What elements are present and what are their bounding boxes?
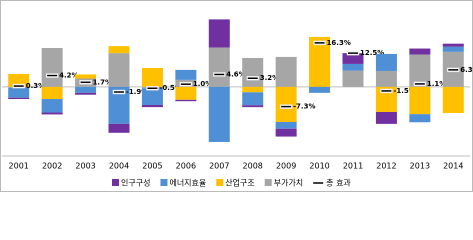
bar-segment (175, 86, 197, 100)
total-label: 1.1% (427, 80, 446, 88)
bar-segment (208, 19, 230, 48)
frame (0, 0, 473, 192)
legend-swatch (264, 179, 272, 186)
x-tick-label: 2004 (109, 162, 129, 171)
bar-segment (141, 88, 163, 105)
total-label: 4.2% (59, 72, 78, 80)
bar-segment (108, 46, 130, 54)
legend-label: 부가가치 (274, 179, 303, 188)
x-tick-label: 2008 (243, 162, 263, 171)
bar-segment (409, 48, 431, 55)
legend-label: 산업구조 (225, 178, 254, 188)
bar-segment (108, 123, 130, 133)
total-label: 0.3% (26, 82, 45, 90)
bar-segment (175, 69, 197, 80)
total-label: 1.7% (93, 78, 112, 86)
bar-segment (75, 74, 97, 79)
legend-label: 총 효과 (326, 179, 351, 188)
x-tick-label: 2005 (142, 162, 162, 171)
bar-segment (409, 54, 431, 87)
bar-segment (208, 86, 230, 142)
bar-segment (141, 104, 163, 108)
legend-swatch (160, 179, 168, 186)
bar-segment (409, 114, 431, 123)
bar-segment (8, 87, 30, 98)
bar-segment (41, 112, 63, 115)
legend-label: 인구구성 (121, 178, 150, 188)
bar-segment (75, 86, 97, 93)
bar-segment (342, 70, 364, 87)
bar-segment (442, 43, 464, 47)
bar-segment (409, 86, 431, 115)
total-label: 6.3% (460, 66, 473, 74)
bar-segment (309, 36, 331, 87)
x-tick-label: 2007 (209, 162, 229, 171)
bar-segment (141, 67, 163, 87)
total-label: 16.3% (327, 39, 351, 47)
bar-segment (175, 99, 197, 102)
chart: 0.3% 2001 4.2% 2002 1.7% 2003 -1.9% 2004 -0.5% 20… (0, 0, 473, 192)
bar-segment (41, 99, 63, 113)
total-label: -1.5% (393, 87, 415, 95)
bar-segment (442, 86, 464, 114)
x-tick-label: 2013 (410, 162, 430, 171)
total-label: -1.9% (126, 88, 148, 96)
x-tick-label: 2006 (176, 162, 196, 171)
bar-segment (275, 56, 297, 87)
x-tick-label: 2001 (9, 162, 29, 171)
total-label: 1.0% (193, 80, 212, 88)
legend-swatch (112, 179, 119, 186)
bar-segment (375, 70, 397, 87)
total-label: 4.6% (226, 70, 245, 78)
x-tick-label: 2011 (343, 162, 363, 171)
bar-segment (275, 121, 297, 129)
x-tick-label: 2002 (42, 162, 62, 171)
x-tick-label: 2014 (443, 162, 463, 171)
bar-segment (242, 86, 264, 93)
bar-segment (442, 46, 464, 52)
legend-swatch (216, 179, 224, 186)
bar-segment (242, 92, 264, 106)
bar-segment (375, 111, 397, 124)
bar-segment (8, 73, 30, 87)
x-tick-label: 2010 (309, 162, 329, 171)
bar-segment (108, 53, 130, 87)
x-tick-label: 2009 (276, 162, 296, 171)
x-tick-label: 2003 (75, 162, 95, 171)
bar-segment (242, 57, 264, 87)
total-label: 3.2% (260, 74, 279, 82)
bar-segment (41, 86, 63, 100)
bar-segment (41, 48, 63, 87)
x-tick-label: 2012 (376, 162, 396, 171)
bar-segment (75, 92, 97, 95)
total-label: -7.3% (293, 103, 315, 111)
bar-segment (242, 105, 264, 108)
legend-label: 에너지효율 (169, 178, 206, 188)
total-label: 12.5% (360, 49, 384, 57)
bar-segment (275, 128, 297, 137)
bar-segment (108, 86, 130, 124)
bar-segment (8, 97, 30, 100)
bar-segment (342, 63, 364, 71)
bar-segment (342, 53, 364, 64)
bar-segment (375, 53, 397, 71)
bar-segment (309, 86, 331, 93)
bar-segment (208, 47, 230, 87)
total-label: -0.5% (159, 84, 181, 92)
